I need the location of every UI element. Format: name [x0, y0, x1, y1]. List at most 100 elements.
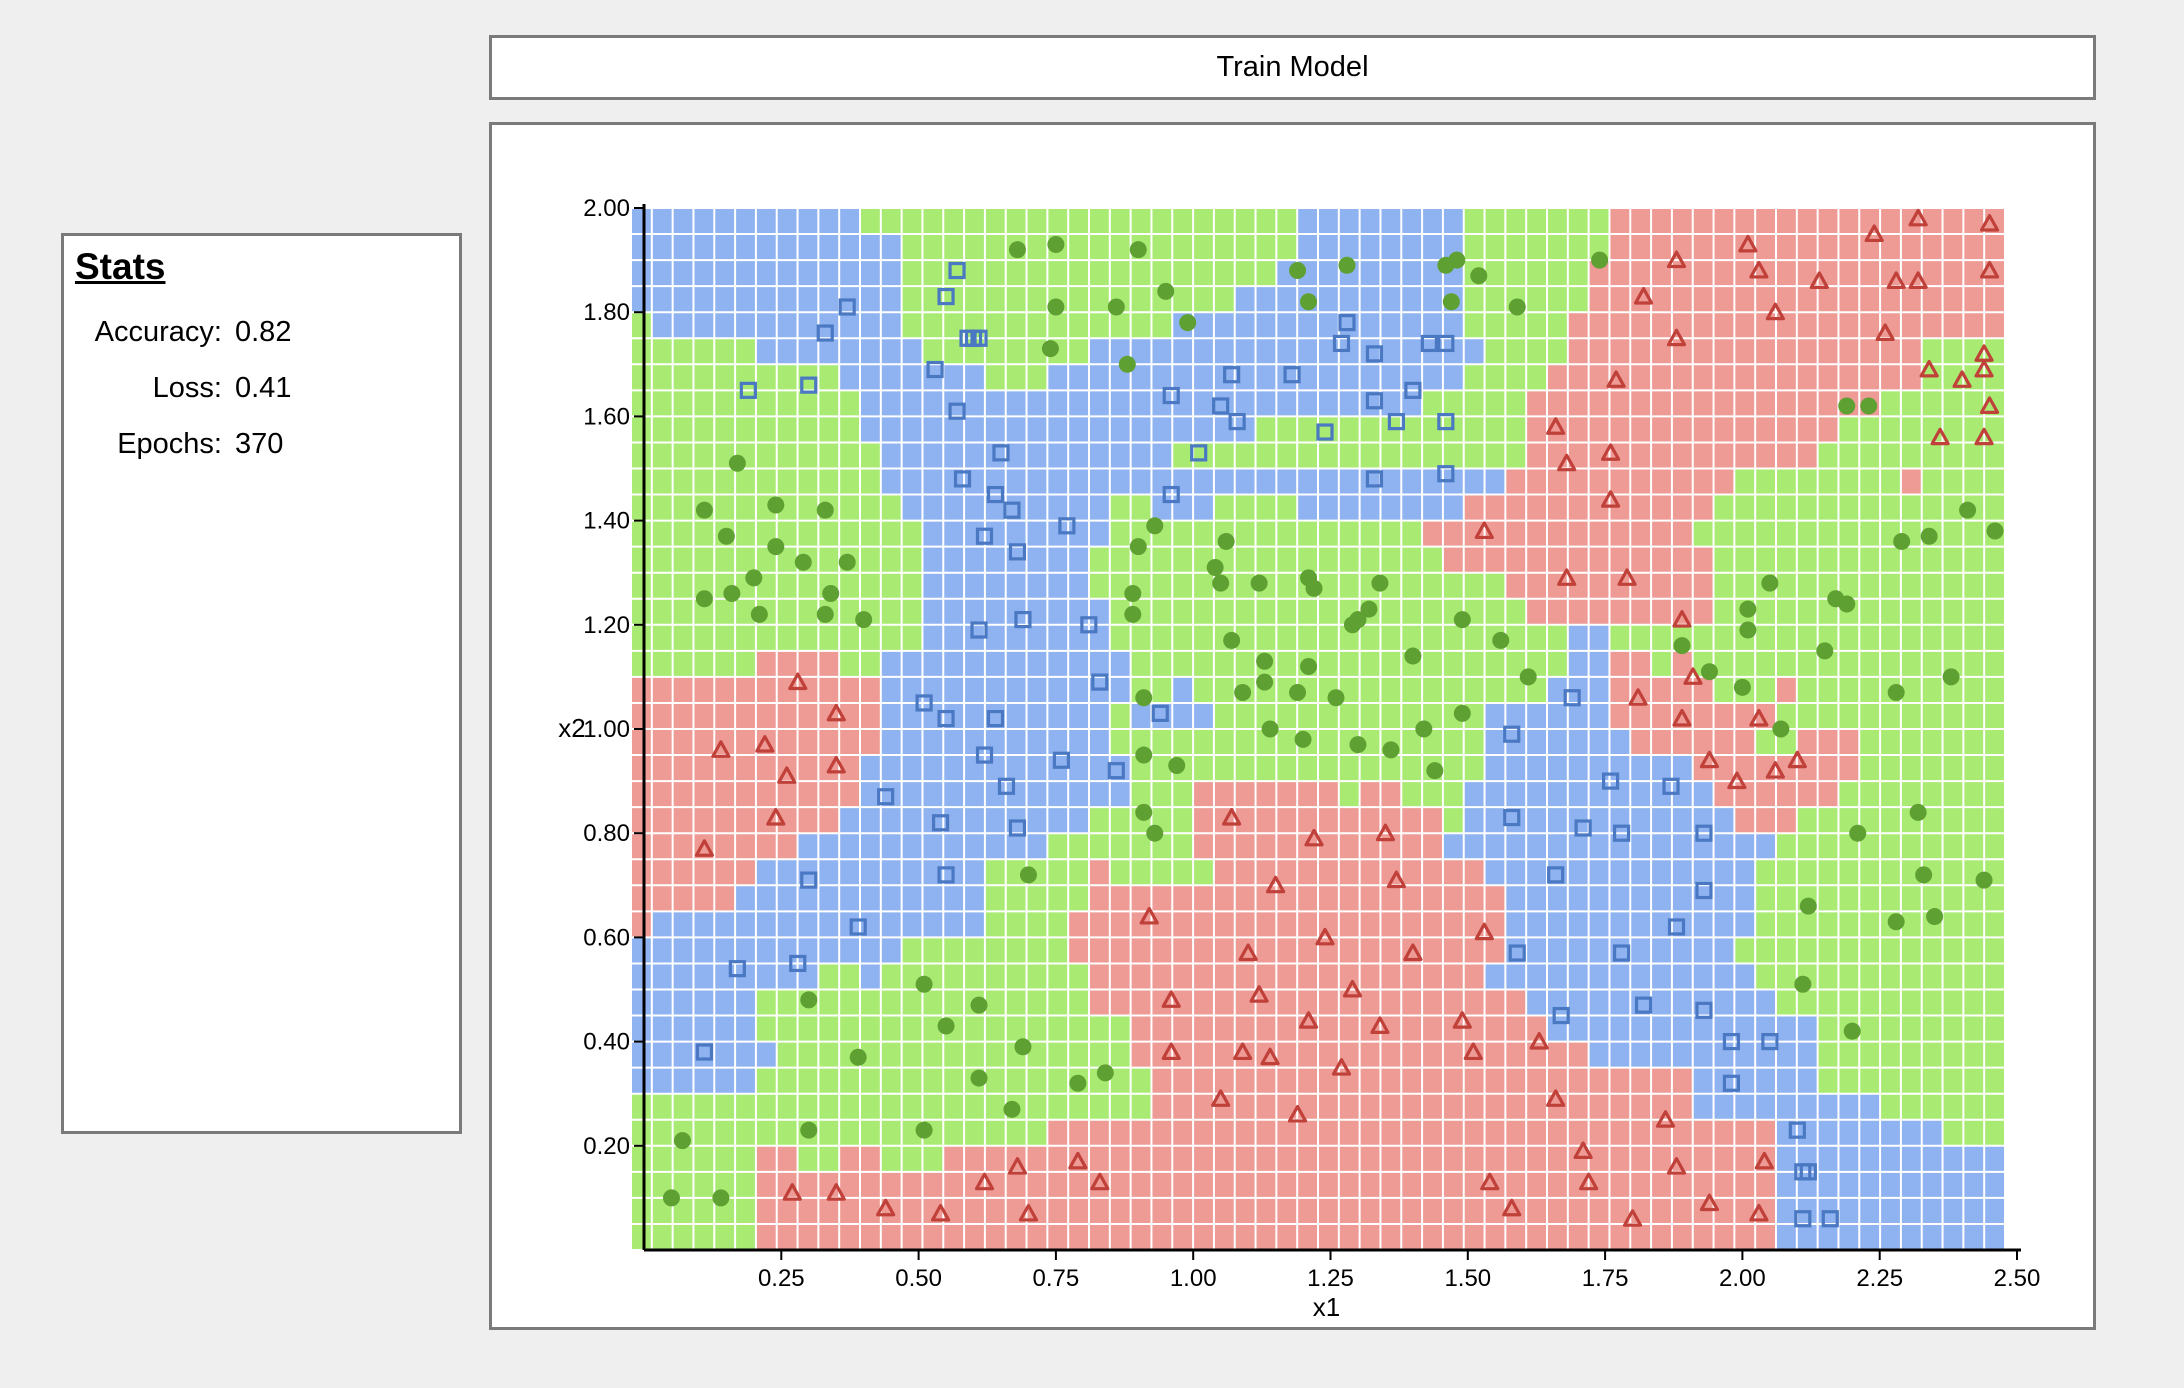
region-cell — [1193, 312, 1215, 339]
region-cell — [1401, 885, 1423, 912]
region-cell — [1880, 781, 1902, 808]
region-cell — [1526, 208, 1548, 235]
region-cell — [1567, 989, 1590, 1017]
region-cell — [1130, 989, 1152, 1017]
region-cell — [735, 598, 757, 626]
region-cell — [1005, 416, 1028, 443]
region-cell — [839, 208, 861, 235]
region-cell — [631, 364, 653, 391]
region-cell — [1692, 338, 1715, 365]
region-cell — [1255, 833, 1277, 860]
region-cell — [1776, 1041, 1798, 1069]
region-cell — [943, 989, 965, 1017]
region-cell — [1484, 312, 1506, 339]
region-cell — [839, 1197, 861, 1225]
region-cell — [1630, 338, 1652, 365]
region-cell — [1671, 572, 1694, 600]
region-cell — [922, 338, 944, 365]
region-cell — [1318, 729, 1340, 756]
region-cell — [1047, 963, 1069, 990]
region-cell — [1068, 650, 1090, 678]
region-cell — [1297, 1145, 1319, 1173]
region-cell — [1547, 338, 1569, 365]
region-cell — [1255, 859, 1277, 886]
blue-point — [1503, 725, 1521, 743]
region-cell — [1776, 598, 1798, 626]
region-cell — [1380, 859, 1402, 886]
red-point — [1370, 1016, 1390, 1034]
region-cell — [1401, 494, 1423, 522]
region-cell — [1817, 1171, 1839, 1199]
region-cell — [1984, 885, 2006, 912]
region-cell — [943, 1171, 965, 1199]
red-point — [1265, 875, 1286, 894]
region-cell — [1755, 807, 1777, 834]
region-cell — [1984, 650, 2006, 678]
region-cell — [1713, 260, 1735, 287]
red-point — [1974, 427, 1994, 446]
region-cell — [1172, 833, 1194, 860]
region-cell — [1630, 937, 1652, 964]
region-cell — [1463, 963, 1486, 990]
region-cell — [776, 1223, 799, 1251]
region-cell — [1026, 989, 1048, 1017]
region-cell — [1463, 859, 1486, 886]
region-cell — [1318, 1093, 1340, 1121]
blue-point — [1437, 334, 1455, 353]
region-cell — [1463, 885, 1486, 912]
region-cell — [1734, 572, 1756, 600]
region-cell — [818, 234, 840, 261]
region-cell — [672, 963, 694, 990]
region-cell — [1338, 520, 1361, 548]
region-cell — [1338, 208, 1361, 235]
region-cell — [901, 624, 923, 652]
region-cell — [1172, 520, 1194, 548]
region-cell — [651, 833, 674, 860]
blue-point — [1365, 392, 1384, 410]
stat-label: Epochs: — [117, 428, 222, 460]
region-cell — [651, 963, 674, 990]
region-cell — [631, 624, 653, 652]
region-cell — [1817, 494, 1839, 522]
train-model-button[interactable]: Train Model — [489, 35, 2096, 100]
region-cell — [880, 1223, 903, 1251]
region-cell — [1193, 208, 1215, 235]
region-cell — [693, 676, 715, 704]
region-cell — [1172, 729, 1194, 756]
region-cell — [1567, 1067, 1590, 1095]
region-cell — [1921, 755, 1944, 782]
region-cell — [1422, 1145, 1444, 1173]
region-cell — [1547, 1015, 1569, 1043]
region-cell — [1921, 781, 1944, 808]
region-cell — [1109, 1067, 1132, 1095]
region-cell — [1484, 885, 1506, 912]
region-cell — [1651, 234, 1673, 261]
region-cell — [1755, 859, 1777, 886]
green-point — [1047, 235, 1065, 253]
region-cell — [1359, 1197, 1381, 1225]
region-cell — [839, 1093, 861, 1121]
region-cell — [1734, 1145, 1756, 1173]
region-cell — [1880, 260, 1902, 287]
region-cell — [1255, 442, 1277, 469]
region-cell — [797, 1093, 819, 1121]
region-cell — [1442, 442, 1465, 469]
region-cell — [1984, 833, 2006, 860]
region-cell — [1755, 390, 1777, 417]
region-cell — [964, 650, 986, 678]
region-cell — [901, 208, 923, 235]
region-cell — [1942, 208, 1964, 235]
region-cell — [1776, 208, 1798, 235]
region-cell — [1359, 702, 1381, 730]
region-cell — [1193, 833, 1215, 860]
region-cell — [984, 650, 1007, 678]
region-cell — [651, 260, 674, 287]
region-cell — [1547, 546, 1569, 574]
region-cell — [1838, 1041, 1860, 1069]
region-cell — [1526, 520, 1548, 548]
region-cell — [1651, 1067, 1673, 1095]
region-cell — [1338, 702, 1361, 730]
region-cell — [1755, 1119, 1777, 1147]
green-point — [1975, 871, 1993, 889]
region-cell — [651, 312, 674, 339]
